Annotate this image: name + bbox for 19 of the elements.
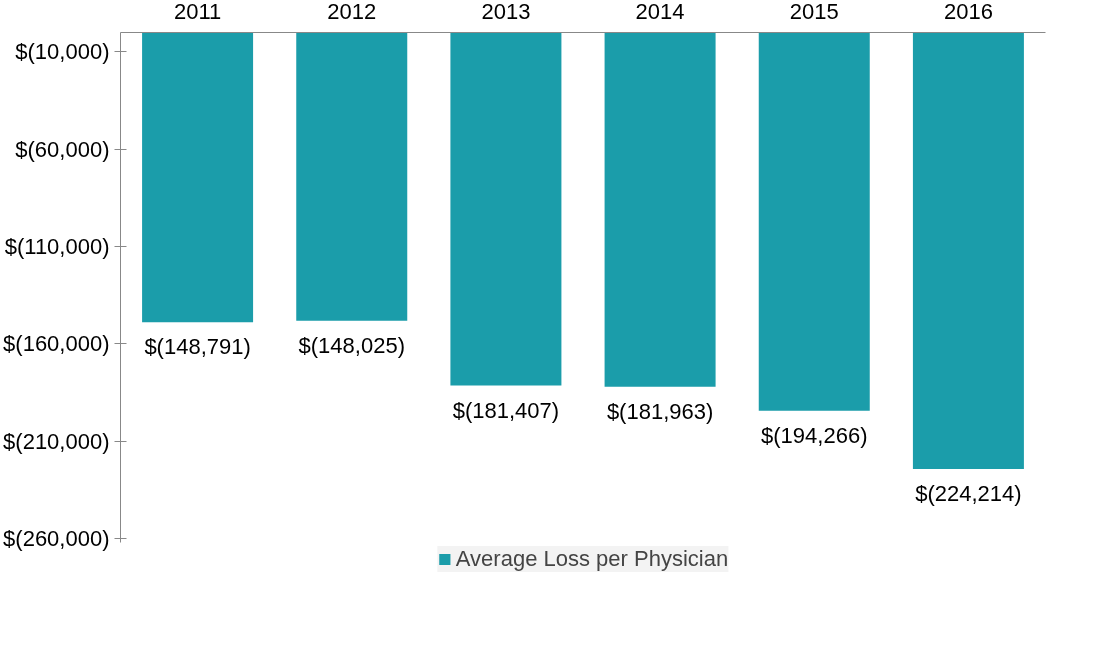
data-label: $(181,407) xyxy=(452,397,560,423)
y-tick-label: $(160,000) xyxy=(3,331,110,357)
x-tick-label: 2013 xyxy=(481,0,531,24)
data-label: $(194,266) xyxy=(761,422,868,448)
x-tick-label: 2014 xyxy=(635,0,685,24)
data-label: $(148,791) xyxy=(144,334,251,360)
legend-label: Average Loss per Physician xyxy=(455,546,729,572)
data-label: $(148,025) xyxy=(298,332,405,358)
x-tick-label: 2011 xyxy=(173,0,222,24)
y-tick-label: $(260,000) xyxy=(3,526,110,552)
y-tick-label: $(110,000) xyxy=(4,234,110,260)
data-label: $(181,963) xyxy=(606,398,714,424)
x-tick-label: 2016 xyxy=(943,0,993,24)
x-tick-label: 2015 xyxy=(789,0,839,24)
y-tick-label: $(10,000) xyxy=(15,39,110,65)
x-tick-label: 2012 xyxy=(327,0,377,24)
y-tick-label: $(210,000) xyxy=(3,428,110,454)
y-tick-label: $(60,000) xyxy=(15,136,110,162)
data-label: $(224,214) xyxy=(915,480,1022,506)
